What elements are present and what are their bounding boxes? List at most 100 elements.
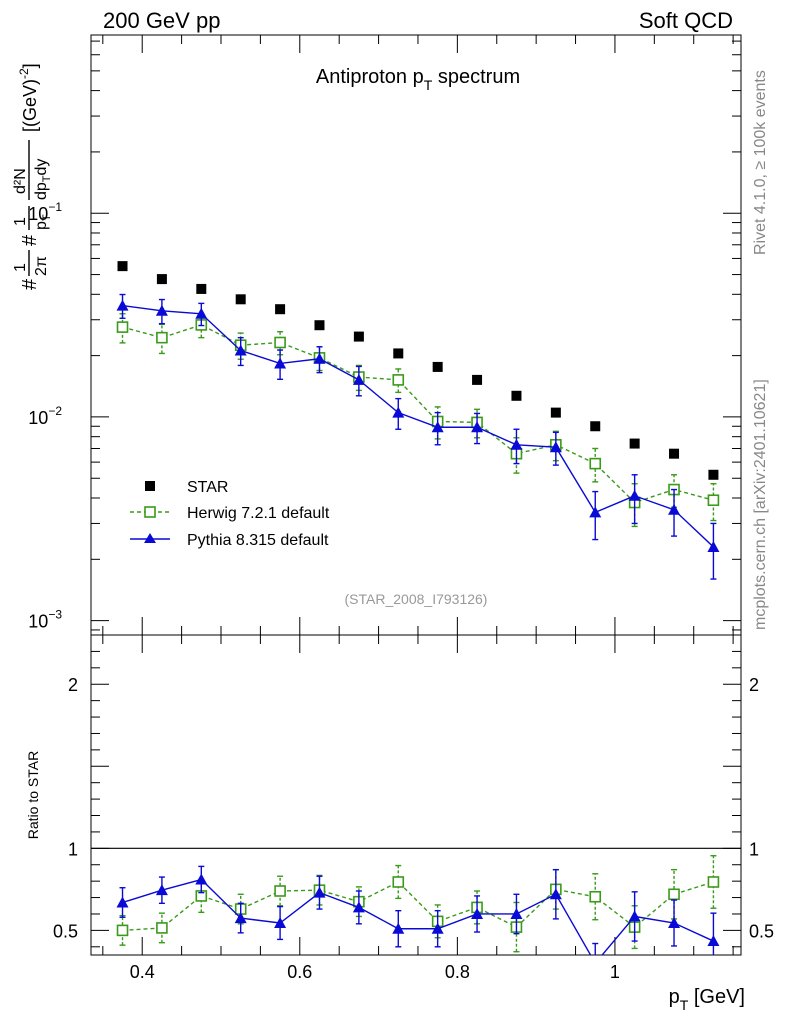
ratio-xtick-label: 0.8 bbox=[445, 962, 470, 982]
ylabel-den1: 2π bbox=[33, 256, 50, 276]
main-title-text: Antiproton p bbox=[316, 66, 424, 88]
ylabel-den2-sub: T bbox=[41, 214, 53, 221]
ylabel-num1: 1 bbox=[12, 263, 29, 272]
main-point-star bbox=[550, 407, 561, 418]
legend-marker-pythia bbox=[144, 533, 156, 543]
ratio-point-herwig bbox=[707, 876, 720, 888]
rivet-version-text: Rivet 4.1.0, ≥ 100k events bbox=[752, 70, 769, 255]
ratio-point-herwig bbox=[116, 924, 129, 937]
main-point-pythia bbox=[510, 438, 523, 450]
main-point-pythia bbox=[352, 373, 365, 385]
main-ticks: 10−310−210−1 bbox=[28, 35, 741, 635]
main-point-pythia bbox=[471, 421, 484, 433]
ratio-xtick-label: 0.4 bbox=[130, 962, 155, 982]
main-ytick-label: 10−2 bbox=[28, 404, 62, 428]
main-point-star bbox=[393, 348, 404, 359]
ratio-xtick-label: 1 bbox=[610, 962, 620, 982]
ylabel-units-main: [(GeV) bbox=[20, 79, 40, 132]
main-ytick-label-base: 10 bbox=[28, 204, 48, 224]
main-point-herwig bbox=[392, 374, 405, 386]
main-point-pythia bbox=[195, 307, 208, 319]
main-point-pythia bbox=[707, 540, 720, 552]
ratio-panel-frame bbox=[90, 634, 742, 956]
main-point-pythia bbox=[628, 489, 641, 501]
ratio-ytick-label-left: 1 bbox=[68, 839, 78, 859]
ratio-point-pythia bbox=[668, 917, 681, 928]
ratio-point-pythia bbox=[392, 922, 405, 934]
main-point-pythia bbox=[234, 344, 247, 356]
ratio-panel: 0.5 0.5 1 1 2 2 0.4 0.6 0.8 1 Ratio to STAR pT [G… bbox=[25, 634, 774, 1013]
header-right: Soft QCD bbox=[639, 8, 733, 33]
legend-marker-star bbox=[145, 481, 155, 491]
main-point-pythia bbox=[549, 441, 562, 453]
ratio-xlabel-tail: [GeV] bbox=[688, 986, 745, 1008]
main-panel: 10−310−210−1 Antiproton pT spectrum (STA… bbox=[12, 34, 742, 636]
main-series-line-2 bbox=[122, 304, 714, 548]
ratio-point-pythia bbox=[471, 907, 484, 919]
ratio-xlabel-p: p bbox=[669, 986, 680, 1008]
main-point-star bbox=[708, 469, 719, 480]
ratio-point-pythia bbox=[195, 873, 208, 885]
ratio-ytick-label-right: 2 bbox=[749, 675, 759, 695]
ratio-ytick-label-right: 1 bbox=[749, 839, 759, 859]
main-data bbox=[116, 261, 720, 580]
main-point-herwig bbox=[156, 331, 168, 344]
ylabel-den3-dp: dp bbox=[33, 182, 50, 200]
ratio-point-herwig bbox=[156, 922, 168, 934]
main-title-tail: spectrum bbox=[432, 66, 520, 88]
main-ytick-label-exp: −2 bbox=[48, 404, 62, 418]
ratio-xlabel: pT [GeV] bbox=[669, 986, 745, 1013]
ylabel-hash: # bbox=[19, 278, 41, 290]
ylabel-den2: pT bbox=[33, 214, 53, 230]
ratio-series-line-1 bbox=[122, 878, 714, 955]
main-point-herwig bbox=[707, 494, 720, 507]
legend-label-pythia: Pythia 8.315 default bbox=[187, 532, 329, 549]
main-ylabel: # 1 2π # 1 pT d²N dpTdy [(GeV)-2] bbox=[12, 63, 53, 290]
main-point-star bbox=[196, 283, 207, 294]
ylabel-num3: d²N bbox=[12, 168, 29, 194]
ylabel-hash2: # bbox=[19, 234, 41, 246]
main-point-herwig bbox=[116, 321, 129, 333]
main-point-star bbox=[156, 274, 167, 285]
main-point-pythia bbox=[589, 506, 602, 518]
ratio-point-herwig bbox=[392, 876, 405, 888]
legend-label-star: STAR bbox=[187, 479, 228, 496]
main-point-star bbox=[472, 374, 483, 385]
ratio-point-pythia bbox=[313, 886, 326, 898]
main-ytick-label: 10−1 bbox=[28, 200, 62, 224]
ratio-ytick-label-right: 0.5 bbox=[749, 921, 774, 941]
main-point-star bbox=[353, 331, 364, 342]
ylabel-units-close: ] bbox=[20, 63, 40, 68]
ratio-ytick-label-left: 0.5 bbox=[53, 921, 78, 941]
ylabel-den2-p: p bbox=[33, 221, 50, 230]
main-point-pythia bbox=[116, 299, 129, 311]
main-ytick-label-base: 10 bbox=[28, 612, 48, 632]
ratio-point-pythia bbox=[589, 957, 601, 968]
main-point-pythia bbox=[313, 352, 326, 364]
mcplots-text: mcplots.cern.ch [arXiv:2401.10621] bbox=[752, 379, 769, 630]
header-left: 200 GeV pp bbox=[103, 8, 220, 33]
ratio-data bbox=[116, 855, 720, 968]
ratio-ylabel: Ratio to STAR bbox=[25, 751, 41, 839]
legend-label-herwig: Herwig 7.2.1 default bbox=[187, 505, 330, 522]
main-point-star bbox=[117, 261, 128, 272]
ratio-point-pythia bbox=[549, 888, 562, 900]
ratio-point-pythia bbox=[431, 922, 444, 934]
main-ytick-label: 10−3 bbox=[28, 608, 62, 632]
ylabel-den3-dy: dy bbox=[33, 159, 50, 176]
ratio-point-herwig bbox=[274, 885, 286, 897]
main-point-star bbox=[669, 448, 680, 459]
main-point-pythia bbox=[392, 406, 405, 418]
main-title-sub: T bbox=[424, 77, 433, 93]
ratio-series-line-0 bbox=[122, 881, 714, 932]
ratio-xtick-label: 0.6 bbox=[287, 962, 312, 982]
main-point-pythia bbox=[155, 304, 168, 316]
main-ytick-label-base: 10 bbox=[28, 408, 48, 428]
main-ytick-label-exp: −1 bbox=[48, 200, 62, 214]
ylabel-den3: dpTdy bbox=[33, 159, 53, 200]
main-ytick-label-exp: −3 bbox=[48, 608, 62, 622]
ratio-point-herwig bbox=[589, 890, 602, 903]
ratio-point-pythia bbox=[155, 884, 168, 896]
main-point-star bbox=[511, 390, 522, 401]
